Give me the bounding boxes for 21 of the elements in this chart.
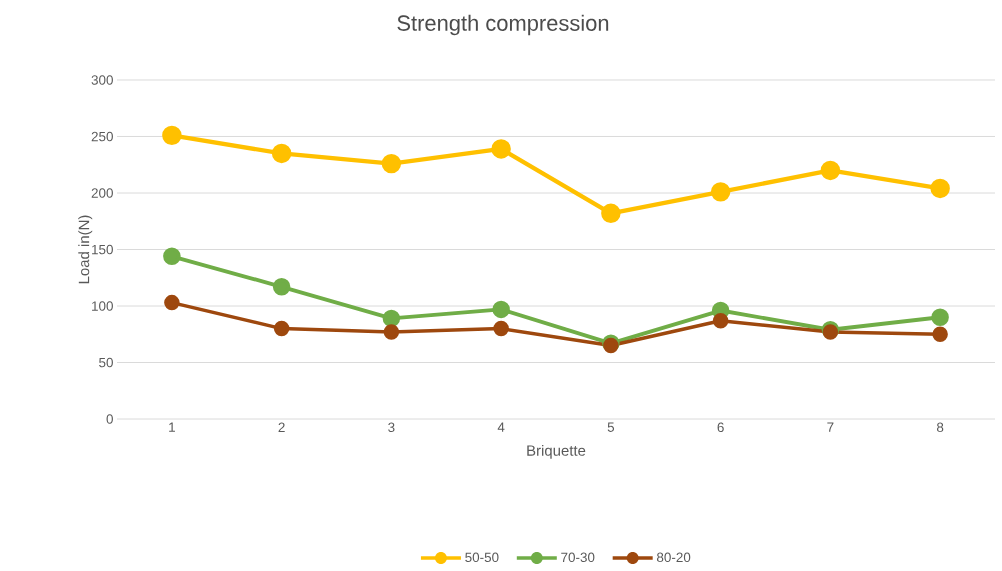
y-tick-label: 300 bbox=[91, 75, 113, 85]
x-tick-label: 4 bbox=[497, 422, 505, 432]
y-tick-label: 200 bbox=[91, 188, 113, 198]
legend-label: 80-20 bbox=[656, 552, 691, 563]
chart-title: Strength compression bbox=[397, 14, 609, 36]
x-tick-label: 6 bbox=[717, 422, 724, 433]
y-axis-title: Load in(N) bbox=[78, 215, 93, 284]
x-tick-label: 5 bbox=[607, 422, 615, 432]
x-tick-label: 2 bbox=[278, 422, 285, 432]
y-tick-label: 100 bbox=[92, 301, 113, 311]
x-tick-label: 8 bbox=[936, 422, 944, 433]
y-tick-label: 250 bbox=[91, 131, 113, 142]
x-tick-label: 7 bbox=[827, 422, 834, 432]
x-tick-label: 3 bbox=[388, 422, 395, 433]
x-axis-title: Briquette bbox=[527, 444, 586, 459]
y-tick-label: 150 bbox=[92, 244, 113, 255]
legend-label: 70-30 bbox=[561, 552, 595, 563]
y-tick-label: 50 bbox=[99, 357, 113, 368]
y-tick-label: 0 bbox=[106, 414, 113, 424]
x-tick-label: 1 bbox=[169, 422, 175, 432]
legend-label: 50-50 bbox=[465, 552, 499, 563]
